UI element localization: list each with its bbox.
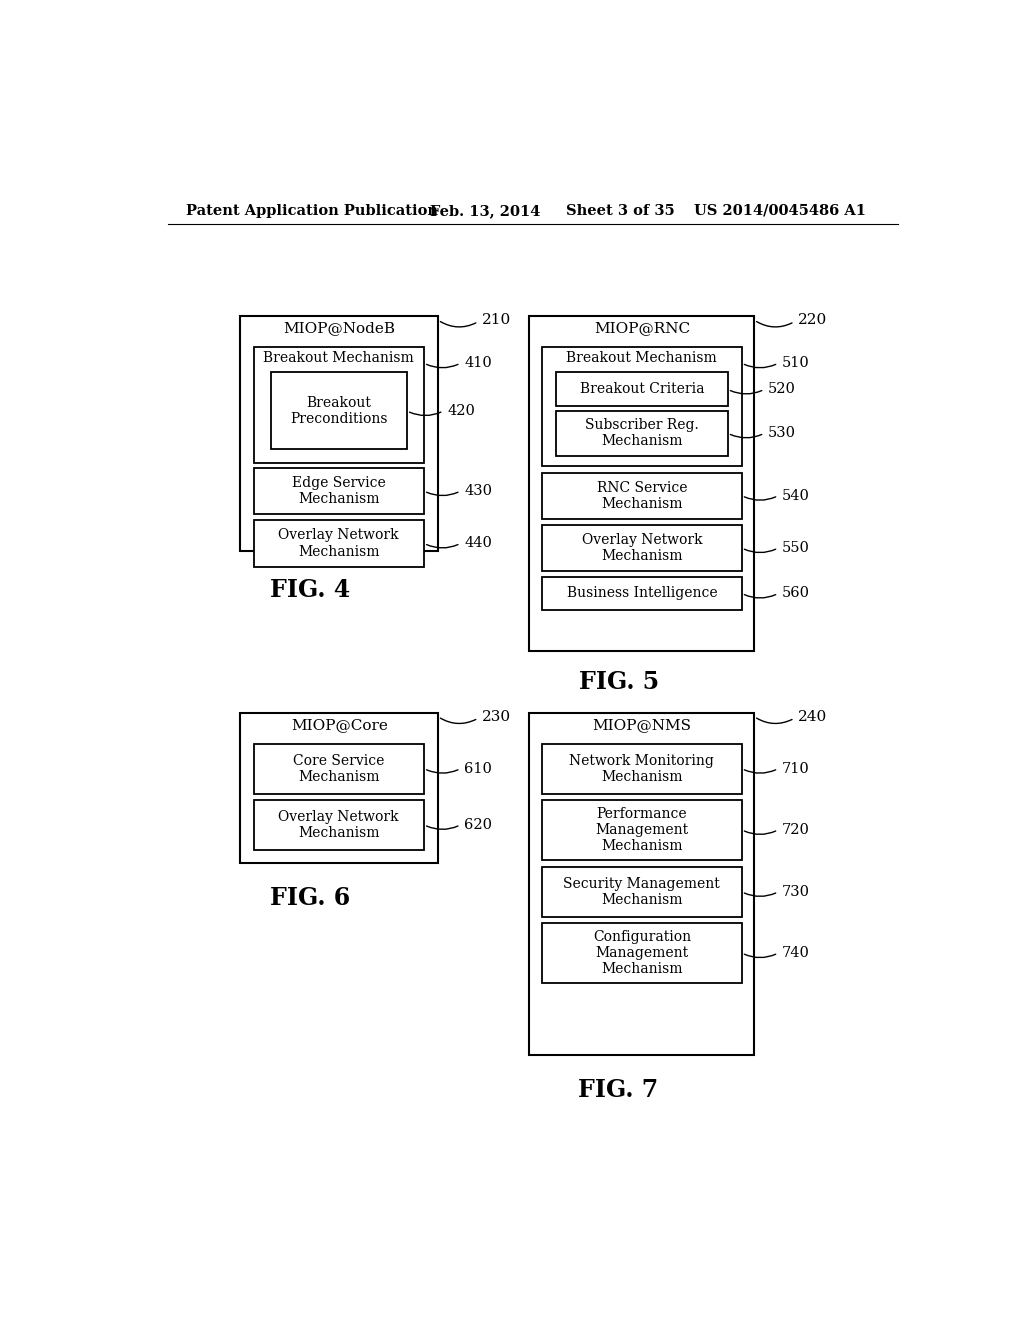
- Text: 230: 230: [482, 710, 511, 723]
- Text: 540: 540: [782, 488, 810, 503]
- Bar: [542, 800, 741, 859]
- Text: Network Monitoring
Mechanism: Network Monitoring Mechanism: [569, 754, 715, 784]
- Text: 530: 530: [768, 426, 796, 441]
- Text: MIOP@RNC: MIOP@RNC: [594, 322, 690, 335]
- Bar: [241, 713, 438, 863]
- Text: 520: 520: [768, 383, 796, 396]
- Text: Configuration
Management
Mechanism: Configuration Management Mechanism: [593, 929, 691, 977]
- Bar: [254, 800, 424, 850]
- Bar: [542, 867, 741, 917]
- Text: 720: 720: [782, 822, 810, 837]
- Text: 740: 740: [782, 946, 810, 960]
- Text: MIOP@Core: MIOP@Core: [291, 718, 388, 733]
- Text: Sheet 3 of 35: Sheet 3 of 35: [566, 203, 675, 218]
- Bar: [271, 372, 407, 449]
- Bar: [529, 713, 755, 1056]
- Text: 430: 430: [464, 484, 493, 498]
- Text: MIOP@NodeB: MIOP@NodeB: [284, 322, 395, 335]
- Text: 210: 210: [482, 313, 511, 327]
- Text: 220: 220: [799, 313, 827, 327]
- Text: Breakout
Preconditions: Breakout Preconditions: [291, 396, 388, 426]
- Text: RNC Service
Mechanism: RNC Service Mechanism: [597, 480, 687, 511]
- Text: Edge Service
Mechanism: Edge Service Mechanism: [292, 477, 386, 506]
- Text: Breakout Criteria: Breakout Criteria: [580, 383, 705, 396]
- Text: 510: 510: [782, 356, 810, 370]
- Bar: [254, 743, 424, 793]
- Text: FIG. 6: FIG. 6: [270, 886, 350, 909]
- Bar: [254, 469, 424, 515]
- Text: Breakout Mechanism: Breakout Mechanism: [566, 351, 717, 364]
- Text: Breakout Mechanism: Breakout Mechanism: [263, 351, 414, 364]
- Bar: [556, 372, 728, 407]
- Text: FIG. 4: FIG. 4: [270, 578, 350, 602]
- Text: 620: 620: [464, 818, 493, 832]
- Text: 610: 610: [464, 762, 493, 776]
- Text: 410: 410: [464, 356, 493, 370]
- Text: 240: 240: [799, 710, 827, 723]
- Bar: [542, 923, 741, 983]
- Bar: [542, 577, 741, 610]
- Text: Overlay Network
Mechanism: Overlay Network Mechanism: [582, 533, 702, 564]
- Text: Overlay Network
Mechanism: Overlay Network Mechanism: [279, 528, 399, 558]
- Bar: [542, 473, 741, 519]
- Text: 440: 440: [464, 536, 493, 550]
- Bar: [254, 520, 424, 566]
- Text: 730: 730: [782, 884, 810, 899]
- Text: Feb. 13, 2014: Feb. 13, 2014: [430, 203, 541, 218]
- Text: Overlay Network
Mechanism: Overlay Network Mechanism: [279, 809, 399, 840]
- Text: 550: 550: [782, 541, 810, 554]
- Text: Patent Application Publication: Patent Application Publication: [186, 203, 438, 218]
- Text: 560: 560: [782, 586, 810, 601]
- Bar: [556, 411, 728, 455]
- Text: Subscriber Reg.
Mechanism: Subscriber Reg. Mechanism: [585, 418, 698, 449]
- Text: FIG. 7: FIG. 7: [579, 1078, 658, 1102]
- Bar: [542, 347, 741, 466]
- Bar: [529, 317, 755, 651]
- Bar: [241, 317, 438, 552]
- Text: 710: 710: [782, 762, 810, 776]
- Text: Business Intelligence: Business Intelligence: [566, 586, 717, 601]
- Bar: [542, 525, 741, 572]
- Text: US 2014/0045486 A1: US 2014/0045486 A1: [693, 203, 865, 218]
- Text: Performance
Management
Mechanism: Performance Management Mechanism: [595, 807, 688, 853]
- Text: Security Management
Mechanism: Security Management Mechanism: [563, 876, 720, 907]
- Text: Core Service
Mechanism: Core Service Mechanism: [293, 754, 384, 784]
- Text: 420: 420: [447, 404, 475, 418]
- Text: FIG. 5: FIG. 5: [579, 671, 658, 694]
- Bar: [254, 347, 424, 462]
- Text: MIOP@NMS: MIOP@NMS: [592, 718, 691, 733]
- Bar: [542, 743, 741, 793]
